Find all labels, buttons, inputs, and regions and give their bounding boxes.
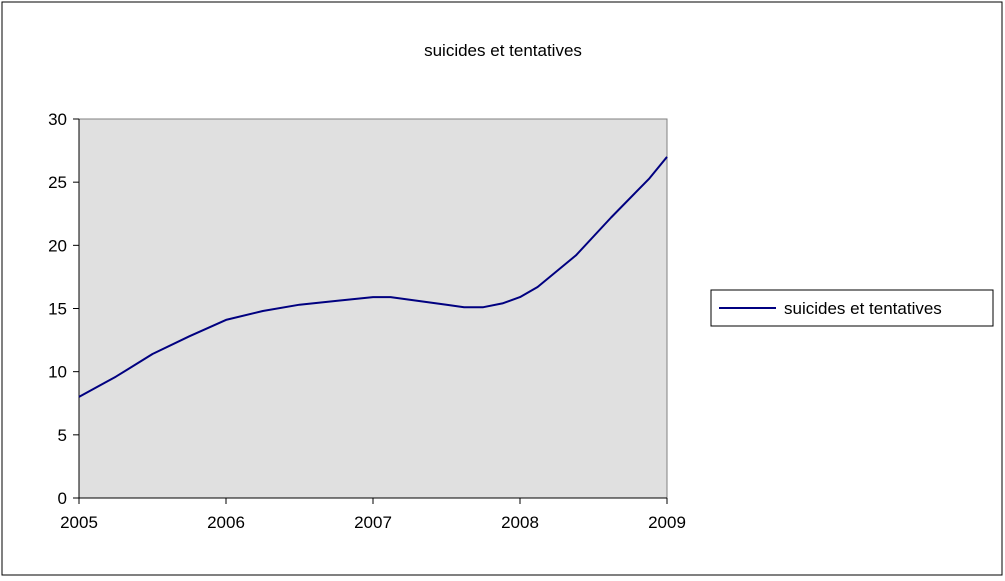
x-tick-label: 2005 [60,513,98,532]
y-tick-label: 30 [48,110,67,129]
chart-title: suicides et tentatives [424,41,582,60]
x-tick-label: 2008 [501,513,539,532]
x-tick-label: 2007 [354,513,392,532]
y-tick-label: 15 [48,300,67,319]
axes: 0 5 10 15 20 25 30 2005 2006 2007 2008 2009 [48,110,686,532]
series-line-0 [78,156,668,398]
y-tick-label: 25 [48,173,67,192]
series-layer [78,156,668,398]
legend-label: suicides et tentatives [784,299,942,318]
y-tick-label: 5 [58,426,67,445]
x-tick-label: 2009 [648,513,686,532]
y-tick-label: 10 [48,363,67,382]
y-tick-label: 20 [48,236,67,255]
legend: suicides et tentatives [710,289,994,327]
x-tick-label: 2006 [207,513,245,532]
plot-area [78,118,668,499]
y-tick-label: 0 [58,489,67,508]
